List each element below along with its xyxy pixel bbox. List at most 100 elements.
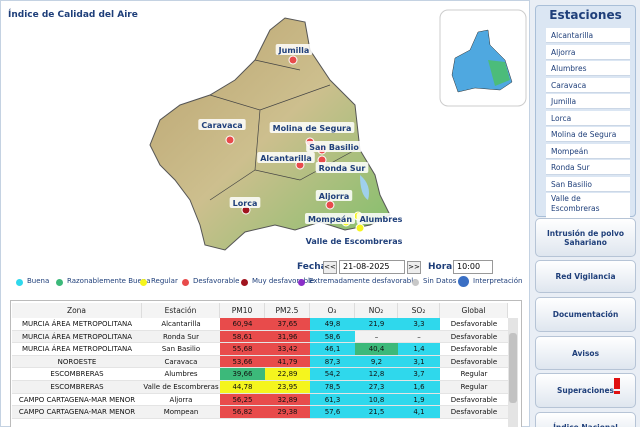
column-header: SO₂	[398, 303, 440, 318]
table-cell: 3,3	[398, 318, 440, 331]
hour-select[interactable]: 10:00	[453, 260, 493, 274]
legend-swatch	[412, 279, 419, 286]
map-label: Lorca	[233, 199, 258, 208]
map: Jumilla Caravaca Molina de Segura San Basil…	[149, 9, 527, 251]
table-cell: 46,1	[310, 343, 355, 356]
table-cell: 21,5	[355, 406, 398, 419]
table-cell: 56,82	[220, 406, 265, 419]
table-cell: MURCIA ÁREA METROPOLITANA	[12, 330, 142, 344]
table-cell: –	[398, 330, 440, 344]
table-cell: 55,68	[220, 343, 265, 356]
label-bg	[229, 197, 261, 208]
sidebar-button[interactable]: Intrusión de polvo Sahariano	[535, 218, 636, 257]
column-header: Zona	[12, 303, 142, 318]
table-cell: 9,2	[355, 355, 398, 369]
table-cell: Alcantarilla	[142, 318, 220, 331]
station-link[interactable]: Aljorra	[546, 44, 630, 60]
legend-swatch	[16, 279, 23, 286]
label-bg	[275, 44, 313, 55]
inset-map	[439, 9, 527, 107]
help-label[interactable]: Interpretación	[473, 277, 523, 285]
station-link[interactable]: Ronda Sur	[546, 160, 630, 175]
station-link[interactable]: Jumilla	[546, 94, 630, 109]
map-label: Ronda Sur	[319, 164, 366, 173]
stations-title: Estaciones	[549, 8, 622, 22]
alert-icon	[614, 378, 620, 394]
table-cell: 21,9	[355, 318, 398, 331]
legend-swatch	[241, 279, 248, 286]
label-bg	[198, 119, 246, 130]
table-cell: San Basilio	[142, 343, 220, 356]
station-link[interactable]: Alcantarilla	[546, 28, 630, 43]
map-label: Caravaca	[201, 121, 242, 130]
table-cell: 44,78	[220, 381, 265, 394]
table-cell: Caravaca	[142, 355, 220, 369]
label-bg	[304, 213, 356, 224]
legend-label: Razonablemente Buena	[67, 277, 151, 285]
station-link[interactable]: Valle de Escombreras	[546, 193, 630, 219]
table-cell: 1,4	[398, 343, 440, 356]
column-header: Global	[440, 303, 508, 318]
station-link[interactable]: Lorca	[546, 110, 630, 126]
sidebar-button[interactable]: Superaciones	[535, 373, 636, 408]
sidebar-button[interactable]: Índice Nacional	[535, 412, 636, 427]
table-cell: 33,42	[265, 343, 310, 356]
table-cell: Desfavorable	[440, 355, 508, 369]
table-cell: 32,89	[265, 393, 310, 407]
station-link[interactable]: San Basilio	[546, 176, 630, 192]
map-label: Valle de Escombreras	[306, 237, 403, 246]
table-cell: 23,95	[265, 381, 310, 394]
map-label: San Basilio	[309, 143, 359, 152]
table-cell: 10,8	[355, 393, 398, 407]
column-header: PM2.5	[265, 303, 310, 318]
table-cell: Regular	[440, 381, 508, 394]
table-cell: Desfavorable	[440, 330, 508, 344]
table-cell: ESCOMBRERAS	[12, 368, 142, 381]
legend-label: Sin Datos	[423, 277, 457, 285]
table-cell: Desfavorable	[440, 393, 508, 407]
date-input[interactable]: 21-08-2025	[339, 260, 405, 274]
table-cell: Ronda Sur	[142, 330, 220, 344]
table-cell: 29,38	[265, 406, 310, 419]
legend-swatch	[140, 279, 147, 286]
label-bg	[315, 190, 353, 201]
station-link[interactable]: Alumbres	[546, 61, 630, 76]
legend-label: Extremadamente desfavorable	[309, 277, 418, 285]
sidebar-button[interactable]: Red Vigilancia	[535, 260, 636, 293]
map-label: Molina de Segura	[273, 124, 352, 133]
map-label: Mompeán	[308, 215, 352, 224]
table-cell: Valle de Escombreras	[142, 381, 220, 394]
scroll-thumb[interactable]	[509, 333, 517, 403]
label-bg	[302, 235, 406, 246]
table-cell: Mompean	[142, 406, 220, 419]
prev-button[interactable]: <<	[323, 261, 337, 274]
table-cell: Aljorra	[142, 393, 220, 407]
station-link[interactable]: Caravaca	[546, 77, 630, 93]
column-header: O₃	[310, 303, 355, 318]
table-cell: 39,66	[220, 368, 265, 381]
label-bg	[306, 141, 362, 152]
legend-label: Muy desfavorable	[252, 277, 315, 285]
next-button[interactable]: >>	[407, 261, 421, 274]
sidebar-button[interactable]: Avisos	[535, 336, 636, 370]
sidebar-button[interactable]: Documentación	[535, 297, 636, 332]
legend-swatch	[182, 279, 189, 286]
table-cell: 54,2	[310, 368, 355, 381]
label-bg	[315, 162, 369, 173]
legend-label: Buena	[27, 277, 50, 285]
table-cell: CAMPO CARTAGENA-MAR MENOR	[12, 393, 142, 407]
station-link[interactable]: Molina de Segura	[546, 127, 630, 142]
help-icon[interactable]	[458, 276, 469, 287]
station-dot	[325, 200, 335, 210]
table-cell: 1,9	[398, 393, 440, 407]
legend-swatch	[298, 279, 305, 286]
map-label: Aljorra	[319, 192, 349, 201]
table-cell: 27,3	[355, 381, 398, 394]
table-cell: CAMPO CARTAGENA-MAR MENOR	[12, 406, 142, 419]
legend-swatch	[56, 279, 63, 286]
map-label: Alumbres	[360, 215, 403, 224]
table-cell: –	[355, 330, 398, 344]
station-link[interactable]: Mompeán	[546, 143, 630, 159]
table-cell: 53,66	[220, 355, 265, 369]
